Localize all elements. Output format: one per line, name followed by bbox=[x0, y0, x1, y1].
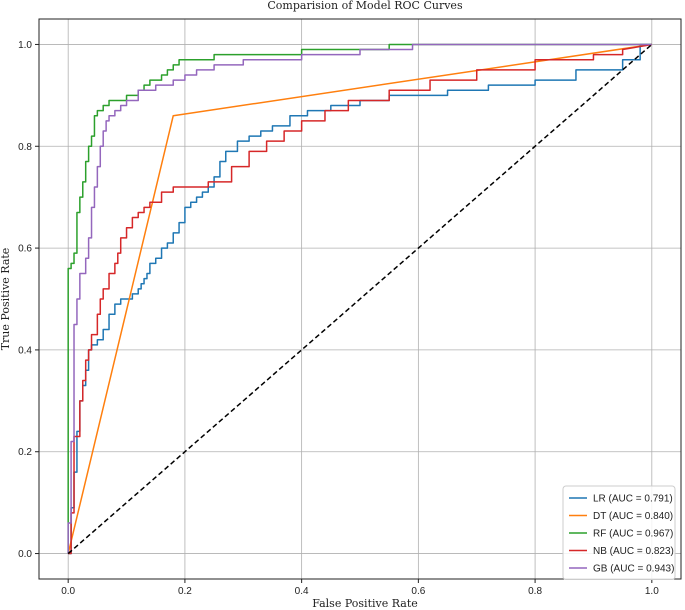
y-tick-label: 0.2 bbox=[18, 447, 32, 458]
y-tick-label: 0.4 bbox=[18, 345, 32, 356]
ticks: 0.0 0.2 0.4 0.6 0.8 1.0 0.0 0.2 0.4 0.6 0.8 1.0 bbox=[18, 40, 659, 597]
series-line-nb bbox=[68, 43, 652, 555]
x-tick-label: 0.6 bbox=[411, 586, 425, 597]
series-line-dt bbox=[67, 43, 652, 554]
series-line-rf bbox=[67, 43, 652, 554]
chart-title: Comparision of Model ROC Curves bbox=[267, 0, 463, 12]
y-tick-label: 0.6 bbox=[18, 244, 32, 255]
grid bbox=[39, 19, 681, 579]
x-tick-label: 1.0 bbox=[645, 586, 659, 597]
plot-frame bbox=[38, 18, 682, 580]
x-tick-label: 0.2 bbox=[178, 586, 192, 597]
series-line-gb bbox=[67, 43, 652, 554]
x-tick-label: 0.8 bbox=[528, 586, 542, 597]
y-axis-label: True Positive Rate bbox=[0, 248, 12, 351]
series-lines bbox=[67, 43, 653, 555]
legend-entry-label: NB (AUC = 0.823) bbox=[593, 546, 674, 557]
legend-entry-label: GB (AUC = 0.943) bbox=[593, 564, 674, 575]
y-tick-label: 0.0 bbox=[18, 549, 32, 560]
legend: LR (AUC = 0.791) DT (AUC = 0.840) RF (AUC … bbox=[562, 485, 676, 580]
legend-entry-label: DT (AUC = 0.840) bbox=[593, 511, 673, 522]
x-axis-label: False Positive Rate bbox=[312, 597, 418, 610]
reference-diagonal-line bbox=[67, 43, 653, 555]
x-tick-label: 0.4 bbox=[295, 586, 309, 597]
x-tick-label: 0.0 bbox=[61, 586, 75, 597]
y-tick-label: 1.0 bbox=[18, 40, 32, 51]
legend-entry-label: LR (AUC = 0.791) bbox=[593, 494, 673, 505]
y-tick-label: 0.8 bbox=[18, 142, 32, 153]
legend-entry-label: RF (AUC = 0.967) bbox=[593, 529, 673, 540]
legend-box bbox=[562, 485, 676, 580]
